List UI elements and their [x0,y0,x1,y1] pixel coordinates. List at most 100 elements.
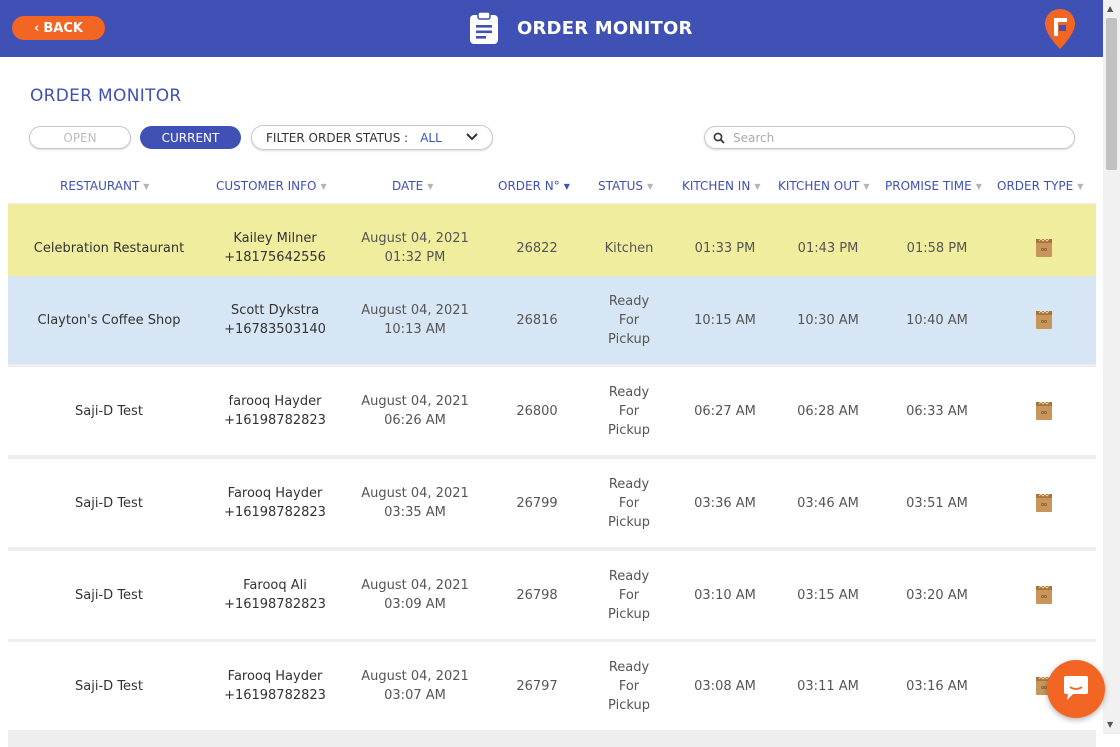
search-input[interactable] [731,129,1065,146]
status-cell: Ready For Pickup [608,293,650,347]
table-row[interactable]: Saji-D Test Farooq Ali +16198782823 Augus… [8,551,1096,639]
status-cell: Kitchen [604,240,654,256]
top-bar: ‹ BACK ORDER MONITOR [0,0,1103,57]
table-row[interactable]: Saji-D Test Farooq Hayder +16198782823 Au… [8,642,1096,730]
order-number-cell: 26799 [516,495,558,511]
page-scrollbar[interactable]: ▲ ▼ [1103,0,1120,734]
table-header: RESTAURANT ▼ CUSTOMER INFO ▼ DATE ▼ ORDER N… [8,167,1096,203]
restaurant-cell: Clayton's Coffee Shop [37,312,181,328]
kitchen-in-cell: 03:36 AM [694,495,756,511]
column-header-restaurant[interactable]: RESTAURANT ▼ [60,179,150,193]
kitchen-in-cell: 06:27 AM [694,403,756,419]
column-header-promise-time[interactable]: PROMISE TIME ▼ [885,179,982,193]
filter-order-status-select[interactable]: FILTER ORDER STATUS : ALL [251,125,493,150]
brand-pin-logo [1045,9,1075,49]
promise-time-cell: 06:33 AM [906,403,968,419]
search-icon [713,132,725,144]
back-label: BACK [43,20,83,36]
current-toggle-button[interactable]: CURRENT [140,126,241,149]
order-number-cell: 26816 [516,312,558,328]
date-cell: August 04, 2021 03:07 AM [361,669,469,703]
date-cell: August 04, 2021 03:09 AM [361,578,469,612]
order-type-cell: oo [994,551,1094,639]
date-cell: August 04, 2021 06:26 AM [361,394,469,428]
order-number-cell: 26798 [516,587,558,603]
svg-text:oo: oo [1041,594,1047,600]
chat-button[interactable] [1047,660,1105,718]
order-type-cell: oo [994,276,1094,364]
column-header-status[interactable]: STATUS ▼ [598,179,654,193]
restaurant-cell: Saji-D Test [75,587,143,603]
svg-text:oo: oo [1041,247,1047,253]
column-header-kitchen-out[interactable]: KITCHEN OUT ▼ [778,179,870,193]
kitchen-in-cell: 10:15 AM [694,312,756,328]
sort-caret-icon: ▼ [754,182,761,191]
orders-table: RESTAURANT ▼ CUSTOMER INFO ▼ DATE ▼ ORDER N… [8,167,1096,747]
kitchen-out-cell: 03:15 AM [797,587,859,603]
kitchen-out-cell: 01:43 PM [797,240,859,256]
kitchen-in-cell: 03:08 AM [694,678,756,694]
takeout-bag-icon: oo [1036,310,1052,329]
column-header-kitchen-in[interactable]: KITCHEN IN ▼ [682,179,761,193]
filter-value: ALL [420,130,442,145]
order-number-cell: 26797 [516,678,558,694]
scroll-down-arrow-icon[interactable]: ▼ [1107,720,1114,729]
open-toggle-button[interactable]: OPEN [29,126,131,149]
status-cell: Ready For Pickup [608,476,650,530]
takeout-bag-icon: oo [1036,585,1052,604]
sort-caret-icon: ▼ [320,182,327,191]
customer-info-cell: Farooq Hayder +16198782823 [224,669,326,703]
table-row[interactable]: Saji-D Test farooq Hayder +16198782823 Au… [8,367,1096,455]
customer-info-cell: farooq Hayder +16198782823 [224,394,326,428]
order-number-cell: 26822 [516,240,558,256]
customer-info-cell: Kailey Milner +18175642556 [224,231,326,265]
customer-info-cell: Farooq Ali +16198782823 [224,578,326,612]
app-title: ORDER MONITOR [517,17,693,39]
kitchen-out-cell: 10:30 AM [797,312,859,328]
status-cell: Ready For Pickup [608,384,650,438]
back-button[interactable]: ‹ BACK [12,16,105,40]
takeout-bag-icon: oo [1036,238,1052,257]
chat-bubble-icon [1064,676,1088,700]
sort-caret-icon: ▼ [1077,182,1084,191]
restaurant-cell: Saji-D Test [75,495,143,511]
sort-caret-icon: ▼ [975,182,982,191]
scroll-thumb[interactable] [1106,18,1117,170]
search-box[interactable] [704,126,1075,149]
order-type-cell: oo [994,204,1094,292]
restaurant-cell: Saji-D Test [75,678,143,694]
order-type-cell: oo [994,367,1094,455]
customer-info-cell: Farooq Hayder +16198782823 [224,486,326,520]
page-title: ORDER MONITOR [30,86,182,106]
kitchen-out-cell: 03:11 AM [797,678,859,694]
sort-caret-icon: ▼ [427,182,434,191]
promise-time-cell: 01:58 PM [906,240,968,256]
customer-info-cell: Scott Dykstra +16783503140 [224,303,326,337]
scroll-up-arrow-icon[interactable]: ▲ [1107,4,1114,13]
kitchen-in-cell: 03:10 AM [694,587,756,603]
date-cell: August 04, 2021 03:35 AM [361,486,469,520]
takeout-bag-icon: oo [1036,493,1052,512]
table-row[interactable]: Saji-D Test Farooq Hayder +16198782823 Au… [8,459,1096,547]
chevron-down-icon [466,133,478,141]
sort-caret-icon: ▼ [647,182,654,191]
promise-time-cell: 10:40 AM [906,312,968,328]
date-cell: August 04, 2021 10:13 AM [361,303,469,337]
promise-time-cell: 03:51 AM [906,495,968,511]
clipboard-icon [470,11,498,44]
kitchen-out-cell: 03:46 AM [797,495,859,511]
column-header-customer-info[interactable]: CUSTOMER INFO ▼ [216,179,327,193]
order-number-cell: 26800 [516,403,558,419]
date-cell: August 04, 2021 01:32 PM [361,231,469,265]
app-title-group: ORDER MONITOR [469,10,693,46]
table-row[interactable]: Clayton's Coffee Shop Scott Dykstra +1678… [8,276,1096,364]
status-cell: Ready For Pickup [608,659,650,713]
sort-caret-active-icon: ▼ [563,182,570,191]
column-header-order-number[interactable]: ORDER N° ▼ [498,179,570,193]
svg-text:oo: oo [1041,502,1047,508]
column-header-order-type[interactable]: ORDER TYPE ▼ [997,179,1084,193]
column-header-date[interactable]: DATE ▼ [392,179,434,193]
svg-text:oo: oo [1041,685,1047,691]
promise-time-cell: 03:16 AM [906,678,968,694]
status-cell: Ready For Pickup [608,568,650,622]
